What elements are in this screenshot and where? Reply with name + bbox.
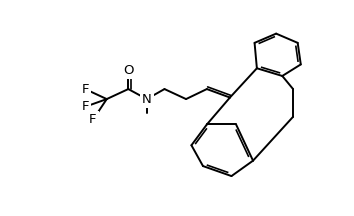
- Text: F: F: [89, 113, 97, 126]
- Text: N: N: [142, 93, 152, 106]
- Text: F: F: [81, 100, 89, 113]
- Text: O: O: [123, 64, 133, 77]
- Text: F: F: [81, 83, 89, 95]
